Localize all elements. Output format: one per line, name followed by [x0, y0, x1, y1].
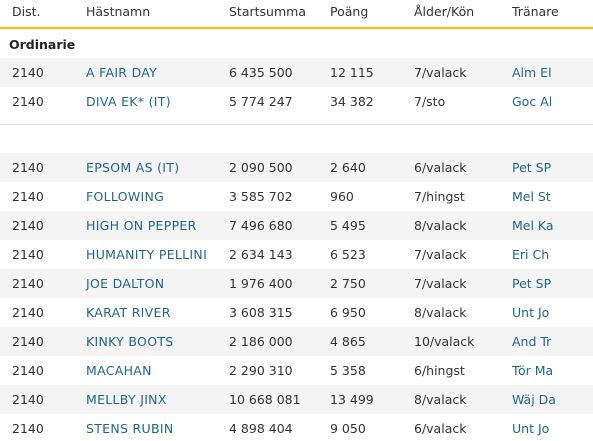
horse-age-sex: 8/valack — [414, 218, 467, 233]
horse-start-sum: 4 898 404 — [229, 421, 293, 436]
trainer-link[interactable]: Alm El — [512, 65, 552, 80]
horse-dist: 2140 — [12, 65, 44, 80]
horse-dist: 2140 — [12, 334, 44, 349]
trainer-link[interactable]: Pet SP — [512, 276, 552, 291]
horse-age-sex: 7/hingst — [414, 189, 465, 204]
horse-name-link[interactable]: HIGH ON PEPPER — [86, 218, 197, 233]
horse-points: 2 750 — [330, 276, 366, 291]
horse-name-link[interactable]: FOLLOWING — [86, 189, 165, 204]
horse-name-link[interactable]: EPSOM AS (IT) — [86, 160, 180, 175]
horse-start-sum: 3 585 702 — [229, 189, 293, 204]
horse-points: 6 523 — [330, 247, 366, 262]
horse-dist: 2140 — [12, 421, 44, 436]
horse-start-sum: 2 186 000 — [229, 334, 293, 349]
horse-dist: 2140 — [12, 218, 44, 233]
horse-start-sum: 2 634 143 — [229, 247, 293, 262]
horse-name-link[interactable]: JOE DALTON — [86, 276, 165, 291]
trainer-link[interactable]: Wäj Da — [512, 392, 556, 407]
table-row: 2140 HUMANITY PELLINI 2 634 143 6 523 7/vala… — [0, 240, 593, 269]
col-header-trainer: Tränare — [512, 4, 559, 19]
horse-age-sex: 6/valack — [414, 421, 467, 436]
table-row: 2140 JOE DALTON 1 976 400 2 750 7/valack Pet … — [0, 269, 593, 298]
table-row: 2140 KINKY BOOTS 2 186 000 4 865 10/valack An… — [0, 327, 593, 356]
horse-points: 13 499 — [330, 392, 374, 407]
horse-dist: 2140 — [12, 94, 44, 109]
col-header-age-sex: Ålder/Kön — [414, 4, 475, 19]
table-header: Dist. Hästnamn Startsumma Poäng Ålder/Kö… — [0, 0, 593, 29]
section-title: Ordinarie — [9, 37, 76, 52]
col-header-horse-name: Hästnamn — [86, 4, 151, 19]
horse-points: 5 358 — [330, 363, 366, 378]
table-row: 2140 MELLBY JINX 10 668 081 13 499 8/valack W… — [0, 385, 593, 414]
horse-age-sex: 8/valack — [414, 305, 467, 320]
horse-points: 12 115 — [330, 65, 374, 80]
horse-start-sum: 1 976 400 — [229, 276, 293, 291]
horse-start-sum: 3 608 315 — [229, 305, 293, 320]
horse-points: 5 495 — [330, 218, 366, 233]
horse-dist: 2140 — [12, 247, 44, 262]
horse-dist: 2140 — [12, 160, 44, 175]
horse-start-sum: 2 090 500 — [229, 160, 293, 175]
table-row: 2140 MACAHAN 2 290 310 5 358 6/hingst Tör Ma — [0, 356, 593, 385]
horse-dist: 2140 — [12, 189, 44, 204]
horse-age-sex: 7/sto — [414, 94, 446, 109]
table-row: 2140 EPSOM AS (IT) 2 090 500 2 640 6/valack P… — [0, 153, 593, 182]
trainer-link[interactable]: Unt Jo — [512, 421, 550, 436]
horse-points: 34 382 — [330, 94, 374, 109]
horse-points: 6 950 — [330, 305, 366, 320]
table-row: 2140 STENS RUBIN 4 898 404 9 050 6/valack Unt… — [0, 414, 593, 441]
table-row: 2140 DIVA EK* (IT) 5 774 247 34 382 7/sto Goc… — [0, 87, 593, 124]
col-header-dist: Dist. — [12, 4, 41, 19]
horse-age-sex: 6/valack — [414, 160, 467, 175]
horse-dist: 2140 — [12, 392, 44, 407]
col-header-points: Poäng — [330, 4, 369, 19]
row-divider — [0, 124, 593, 125]
horse-name-link[interactable]: STENS RUBIN — [86, 421, 174, 436]
horse-start-sum: 7 496 680 — [229, 218, 293, 233]
trainer-link[interactable]: Goc Al — [512, 94, 553, 109]
horse-name-link[interactable]: KARAT RIVER — [86, 305, 171, 320]
horse-points: 960 — [330, 189, 354, 204]
trainer-link[interactable]: Mel St — [512, 189, 551, 204]
trainer-link[interactable]: Eri Ch — [512, 247, 550, 262]
trainer-link[interactable]: Tör Ma — [512, 363, 554, 378]
horse-points: 4 865 — [330, 334, 366, 349]
horse-dist: 2140 — [12, 305, 44, 320]
horse-name-link[interactable]: DIVA EK* (IT) — [86, 94, 171, 109]
horse-start-sum: 2 290 310 — [229, 363, 293, 378]
trainer-link[interactable]: And Tr — [512, 334, 552, 349]
table-row: 2140 A FAIR DAY 6 435 500 12 115 7/valack Alm… — [0, 58, 593, 87]
table-row: 2140 KARAT RIVER 3 608 315 6 950 8/valack Unt… — [0, 298, 593, 327]
table-row: 2140 FOLLOWING 3 585 702 960 7/hingst Mel St — [0, 182, 593, 211]
horse-start-sum: 5 774 247 — [229, 94, 293, 109]
horse-dist: 2140 — [12, 363, 44, 378]
horse-name-link[interactable]: MELLBY JINX — [86, 392, 167, 407]
horse-age-sex: 7/valack — [414, 276, 467, 291]
horse-age-sex: 8/valack — [414, 392, 467, 407]
horse-name-link[interactable]: A FAIR DAY — [86, 65, 158, 80]
horse-points: 2 640 — [330, 160, 366, 175]
horse-age-sex: 7/valack — [414, 65, 467, 80]
horse-start-sum: 10 668 081 — [229, 392, 301, 407]
horse-name-link[interactable]: MACAHAN — [86, 363, 152, 378]
trainer-link[interactable]: Unt Jo — [512, 305, 550, 320]
col-header-start-sum: Startsumma — [229, 4, 306, 19]
horse-age-sex: 7/valack — [414, 247, 467, 262]
horse-points: 9 050 — [330, 421, 366, 436]
horse-age-sex: 6/hingst — [414, 363, 465, 378]
horse-name-link[interactable]: HUMANITY PELLINI — [86, 247, 208, 262]
horse-age-sex: 10/valack — [414, 334, 475, 349]
trainer-link[interactable]: Mel Ka — [512, 218, 554, 233]
trainer-link[interactable]: Pet SP — [512, 160, 552, 175]
table-row: 2140 HIGH ON PEPPER 7 496 680 5 495 8/valack… — [0, 211, 593, 240]
horse-dist: 2140 — [12, 276, 44, 291]
horse-name-link[interactable]: KINKY BOOTS — [86, 334, 174, 349]
horse-start-sum: 6 435 500 — [229, 65, 293, 80]
